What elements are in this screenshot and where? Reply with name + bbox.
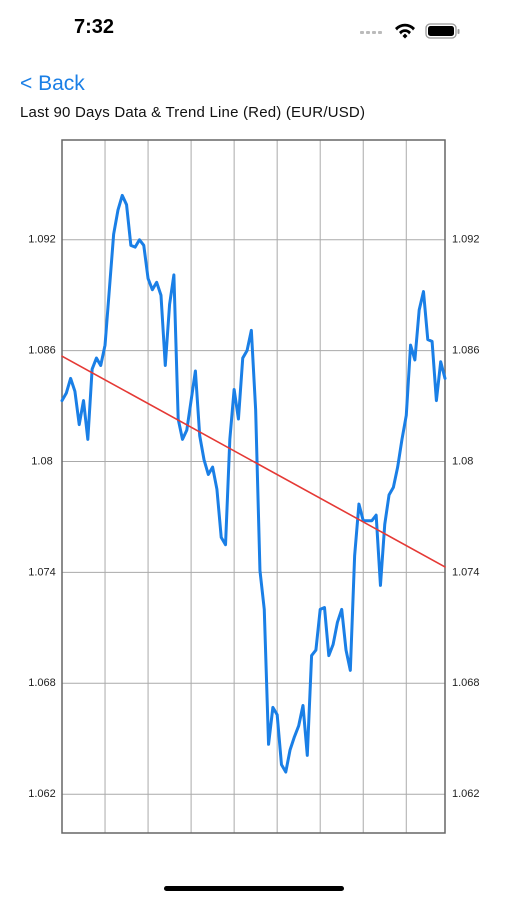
home-indicator <box>164 886 344 891</box>
signal <box>360 31 382 34</box>
wifi <box>395 23 415 39</box>
trend-line <box>61 355 446 568</box>
battery-tip <box>457 29 460 34</box>
status-icons <box>360 23 460 39</box>
y-tick-label-right: 1.068 <box>452 677 480 689</box>
battery <box>425 23 457 39</box>
y-tick-label-right: 1.074 <box>452 566 480 578</box>
y-tick-label: 1.074 <box>28 566 56 578</box>
y-tick-label: 1.092 <box>28 234 56 246</box>
y-tick-label: 1.086 <box>28 345 56 357</box>
chart-title: Last 90 Days Data & Trend Line (Red) (EU… <box>20 104 366 121</box>
plot-frame <box>61 139 446 834</box>
chart: 1.062 1.062 1.068 1.068 1.074 1.074 1.08 1.08 1.… <box>28 139 480 834</box>
y-tick-label-right: 1.062 <box>452 788 480 800</box>
price-line <box>60 193 447 774</box>
y-tick-label-right: 1.092 <box>452 234 480 246</box>
back-button[interactable]: < Back <box>20 72 85 95</box>
y-tick-label: 1.068 <box>28 677 56 689</box>
y-tick-label-right: 1.086 <box>452 345 480 357</box>
y-tick-label: 1.08 <box>31 455 52 467</box>
y-tick-label: 1.062 <box>28 788 56 800</box>
battery-level <box>428 26 454 36</box>
status-time: 7:32 <box>74 16 115 38</box>
y-tick-label-right: 1.08 <box>452 455 473 467</box>
